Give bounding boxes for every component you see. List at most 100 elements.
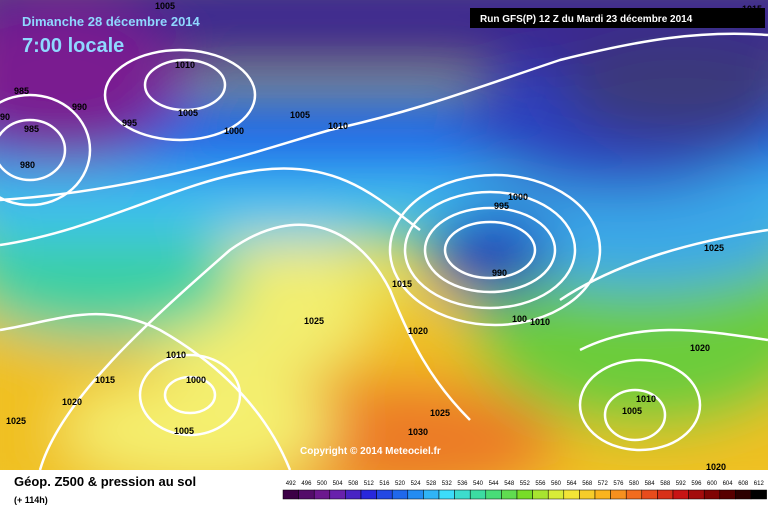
isobar-label: 1020 [62,397,82,407]
isobar-labels: 1005985990909859801010100599510001005101… [0,1,762,472]
scale-label: 580 [629,481,640,487]
isobar-label: 1005 [174,426,194,436]
isobar-label: 1005 [622,406,642,416]
scale-swatch [469,489,487,500]
scale-label: 596 [691,481,702,487]
isobar-label: 985 [14,86,29,96]
scale-label: 512 [364,481,375,487]
isobar-label: 1020 [706,462,726,472]
copyright: Copyright © 2014 Meteociel.fr [300,446,441,457]
scale-swatch [547,489,565,500]
isobar-label: 100 [512,314,527,324]
scale-label: 588 [660,481,671,487]
isobar-label: 1010 [166,350,186,360]
scale-swatch [735,489,752,500]
isobar-label: 985 [24,124,39,134]
scale-label: 516 [379,481,390,487]
scale-label: 604 [723,481,734,487]
date: Dimanche 28 décembre 2014 [22,14,201,29]
scale-swatch [641,489,658,500]
isobar-label: 1015 [392,279,412,289]
scale-label: 584 [645,481,656,487]
scale-label: 568 [582,481,593,487]
scale-swatch [345,489,362,500]
scale-label: 572 [598,481,609,487]
scale-label: 492 [286,481,297,487]
scale-swatch [407,489,424,500]
time: 7:00 locale [22,35,124,57]
scale-swatch [376,489,393,500]
scale-swatch [750,489,767,500]
scale-label: 560 [551,481,562,487]
footer-lead: (+ 114h) [14,495,48,505]
scale-swatch [579,489,596,500]
scale-label: 520 [395,481,406,487]
footer-title: Géop. Z500 & pression au sol [14,474,196,489]
scale-label: 508 [348,481,359,487]
scale-swatch [329,489,346,500]
scale-swatch [313,489,331,500]
scale-label: 524 [411,481,422,487]
scale-swatch [610,489,627,500]
scale-label: 608 [738,481,749,487]
isobar-label: 1025 [704,243,724,253]
scale-swatch [282,489,299,500]
run-info: Run GFS(P) 12 Z du Mardi 23 décembre 201… [480,14,693,25]
isobar-label: 1025 [6,416,26,426]
isobar-label: 1015 [95,375,115,385]
scale-label: 600 [707,481,718,487]
isobar-label: 1025 [304,316,324,326]
isobar-label: 1010 [175,60,195,70]
isobar-label: 1025 [430,408,450,418]
isobars [0,32,768,470]
isobar-label: 1000 [186,375,206,385]
isobar-label: 1005 [290,110,310,120]
isobar-label: 1020 [408,326,428,336]
scale-swatch [688,489,705,500]
scale-label: 540 [473,481,484,487]
scale-label: 544 [489,481,500,487]
isobar-label: 1005 [155,1,175,11]
color-scale: 492 496 500 504 508 512 516 520 524 528 532 536 540 5… [282,481,767,500]
isobar-label: 1000 [224,126,244,136]
scale-swatch [532,489,549,500]
scale-swatch [719,489,736,500]
scale-swatch [703,489,721,500]
scale-label: 496 [301,481,312,487]
scale-label: 592 [676,481,687,487]
isobar-label: 1000 [508,192,528,202]
scale-swatch [298,489,315,500]
isobar-label: 90 [0,112,10,122]
isobar-label: 1020 [690,343,710,353]
isobar-label: 1010 [636,394,656,404]
scale-label: 536 [457,481,468,487]
scale-label: 532 [442,481,453,487]
scale-swatch [594,489,611,500]
scale-label: 548 [504,481,515,487]
scale-swatch [672,489,689,500]
scale-swatch [657,489,674,500]
scale-label: 612 [754,481,765,487]
isobar-label: 1010 [328,121,348,131]
scale-label: 504 [333,481,344,487]
run-box [470,8,765,28]
scale-swatch [516,489,533,500]
scale-label: 528 [426,481,437,487]
isobar-label: 995 [122,118,137,128]
isobar-label: 990 [72,102,87,112]
scale-swatch [423,489,440,500]
scale-label: 564 [567,481,578,487]
scale-swatch [485,489,502,500]
scale-label: 576 [613,481,624,487]
isobar-label: 980 [20,160,35,170]
isobar-label: 1005 [178,108,198,118]
isobar-label: 995 [494,201,509,211]
scale-swatch [625,489,643,500]
isobar-label: 1030 [408,427,428,437]
isobar-label: 990 [492,268,507,278]
scale-label: 500 [317,481,328,487]
scale-label: 556 [535,481,546,487]
isobar-label: 1010 [530,317,550,327]
